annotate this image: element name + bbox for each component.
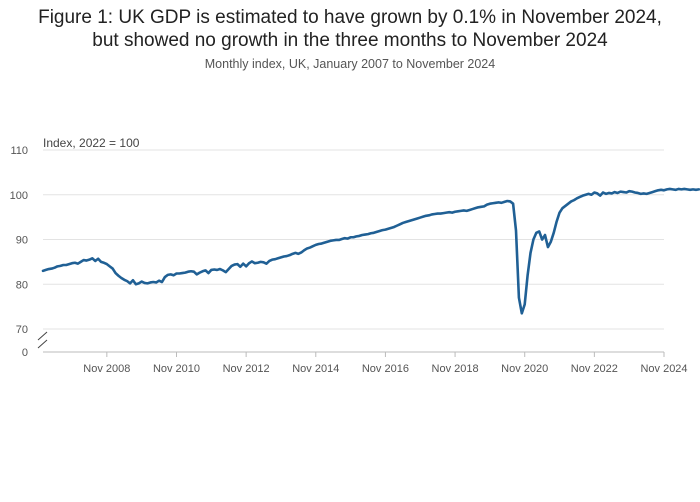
chart-title: Figure 1: UK GDP is estimated to have gr… — [0, 6, 700, 52]
y-tick-label-100: 100 — [10, 190, 28, 202]
x-tick-label-nov-2010: Nov 2010 — [153, 363, 200, 375]
axis-break-mark-lower — [37, 339, 48, 349]
axis-break-mark-upper — [37, 331, 48, 341]
series-layer — [41, 187, 700, 315]
x-tick-label-nov-2014: Nov 2014 — [292, 363, 339, 375]
y-tick-label-0: 0 — [22, 347, 28, 359]
axes: 110 100 90 80 70 0 Nov 2008 Nov 2010 Nov 2012 Nov… — [10, 145, 688, 375]
y-tick-label-90: 90 — [16, 235, 28, 247]
x-tick-label-nov-2018: Nov 2018 — [432, 363, 479, 375]
series-line-0 — [41, 187, 700, 315]
x-tick-label-nov-2008: Nov 2008 — [83, 363, 130, 375]
x-tick-label-nov-2022: Nov 2022 — [571, 363, 618, 375]
x-tick-label-nov-2016: Nov 2016 — [362, 363, 409, 375]
x-tick-label-nov-2024: Nov 2024 — [640, 363, 687, 375]
y-tick-label-110: 110 — [10, 145, 28, 157]
x-tick-label-nov-2012: Nov 2012 — [223, 363, 270, 375]
chart-title-line1: Figure 1: UK GDP is estimated to have gr… — [38, 7, 662, 28]
chart-subtitle: Monthly index, UK, January 2007 to Novem… — [204, 57, 496, 71]
y-axis-break — [36, 331, 50, 349]
x-tick-label-nov-2020: Nov 2020 — [501, 363, 548, 375]
axis-break-mask — [36, 333, 50, 347]
chart-title-line2: but showed no growth in the three months… — [92, 30, 608, 51]
gridlines — [43, 149, 664, 330]
y-tick-label-80: 80 — [16, 279, 28, 291]
y-axis-label: Index, 2022 = 100 — [43, 136, 140, 150]
y-tick-label-70: 70 — [16, 324, 28, 336]
